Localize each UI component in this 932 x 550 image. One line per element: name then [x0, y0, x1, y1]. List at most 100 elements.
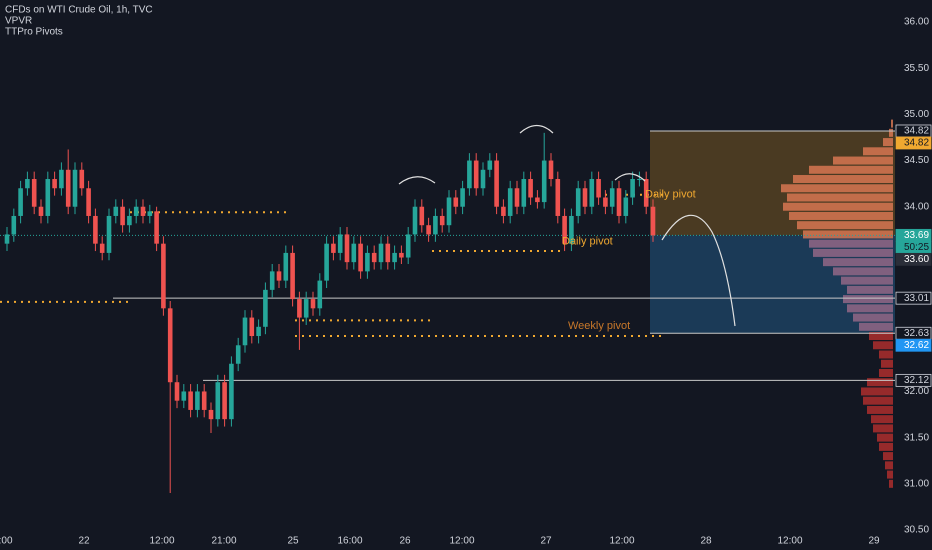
candle-body [324, 243, 329, 281]
price-label: 33.60 [904, 254, 929, 265]
x-tick-label: 12:00 [777, 536, 802, 547]
volume-profile-bar [847, 304, 893, 313]
candle-body [453, 197, 459, 207]
candle-body [4, 234, 10, 244]
volume-profile-bar [813, 248, 893, 257]
candle-body [303, 299, 309, 318]
projection-curve [661, 214, 736, 327]
price-label: 50:25 [904, 242, 929, 253]
candle-body [317, 280, 323, 309]
candle-body [541, 160, 547, 203]
candle-body [358, 243, 363, 272]
candle-body [439, 215, 445, 226]
candle-body [535, 197, 540, 203]
candle-body [290, 252, 295, 300]
candle-body [99, 243, 105, 253]
candle-body [351, 243, 357, 263]
candle-body [147, 211, 153, 216]
y-tick-label: 34.00 [904, 201, 929, 212]
x-tick-label: 12:00 [609, 536, 634, 547]
candle-body [487, 160, 493, 170]
price-label-box [895, 291, 932, 305]
volume-profile-bar [789, 211, 893, 220]
candle-body [154, 211, 159, 244]
volume-profile-bar [889, 128, 893, 137]
candle-body [208, 409, 214, 420]
candle-body [18, 188, 23, 216]
candle-body [297, 299, 302, 318]
candle-body [555, 179, 561, 216]
volume-profile-bar [879, 368, 893, 377]
candle-body [222, 382, 227, 420]
volume-profile-bar [823, 258, 893, 267]
x-tick-label: 12:00 [149, 536, 174, 547]
volume-profile-bar [863, 147, 893, 156]
plot: Daily pivot Daily pivot Weekly pivot [0, 119, 895, 494]
volume-profile-bar [787, 193, 893, 202]
candle-body [65, 169, 71, 207]
candle-body [235, 345, 241, 364]
volume-profile-bar [883, 138, 893, 147]
candle-body [79, 169, 85, 189]
candle-body [562, 215, 567, 244]
candle-body [603, 197, 608, 207]
candle-body [371, 252, 377, 263]
candle-body [127, 215, 132, 226]
candle-body [59, 169, 64, 189]
pivot-label: Daily pivot [645, 189, 696, 201]
candle-body [38, 206, 44, 216]
candle-body [507, 188, 513, 216]
candle-body [249, 317, 255, 337]
candle-body [575, 188, 581, 216]
candle-body [446, 197, 452, 226]
x-tick-label: 29 [868, 536, 880, 547]
candle-body [113, 206, 119, 216]
volume-profile-bar [783, 202, 893, 211]
candle-body [480, 169, 486, 189]
volume-profile-bar [809, 239, 893, 248]
candle-body [45, 179, 51, 216]
candle-body [392, 252, 397, 263]
price-label: 33.69 [904, 230, 929, 241]
price-label: 32.62 [904, 340, 929, 351]
y-tick-label: 36.00 [904, 17, 929, 28]
volume-profile-bar [833, 156, 893, 165]
volume-profile-bar [867, 405, 893, 414]
volume-profile-bar [885, 461, 893, 470]
candle-body [433, 215, 438, 235]
volume-profile-bar [863, 396, 893, 405]
candle-body [405, 234, 411, 258]
volume-profile-bar [867, 378, 893, 387]
candle-body [174, 382, 180, 401]
volume-profile-bar [833, 267, 893, 276]
price-label: 34.82 [904, 138, 929, 149]
volume-profile-bar [843, 295, 893, 304]
candle-body [195, 391, 200, 410]
volume-profile-bar [883, 452, 893, 461]
candle-body [616, 188, 622, 216]
volume-profile-bar [879, 350, 893, 359]
volume-profile-bar [853, 313, 893, 322]
candle-body [263, 289, 268, 327]
x-tick-label: 27 [540, 536, 552, 547]
candle-body [609, 188, 615, 207]
volume-profile-bar [873, 424, 893, 433]
candle-body [31, 179, 37, 207]
x-tick-label: 16:00 [337, 536, 362, 547]
candle-body [494, 160, 499, 207]
price-label: 32.63 [904, 328, 929, 339]
volume-profile-bar [873, 341, 893, 350]
candle-body [569, 215, 574, 244]
candle-body [521, 179, 527, 207]
candle-body [93, 215, 98, 244]
y-tick-label: 30.50 [904, 525, 929, 536]
candle-body [215, 382, 221, 420]
volume-profile-bar [859, 322, 893, 331]
candle-body [650, 206, 656, 236]
symbol-title: CFDs on WTI Crude Oil, 1h, TVC [5, 5, 153, 16]
candle-body [188, 391, 193, 410]
candle-body [514, 188, 520, 207]
volume-profile-bar [847, 285, 893, 294]
price-label: 33.01 [904, 293, 929, 304]
